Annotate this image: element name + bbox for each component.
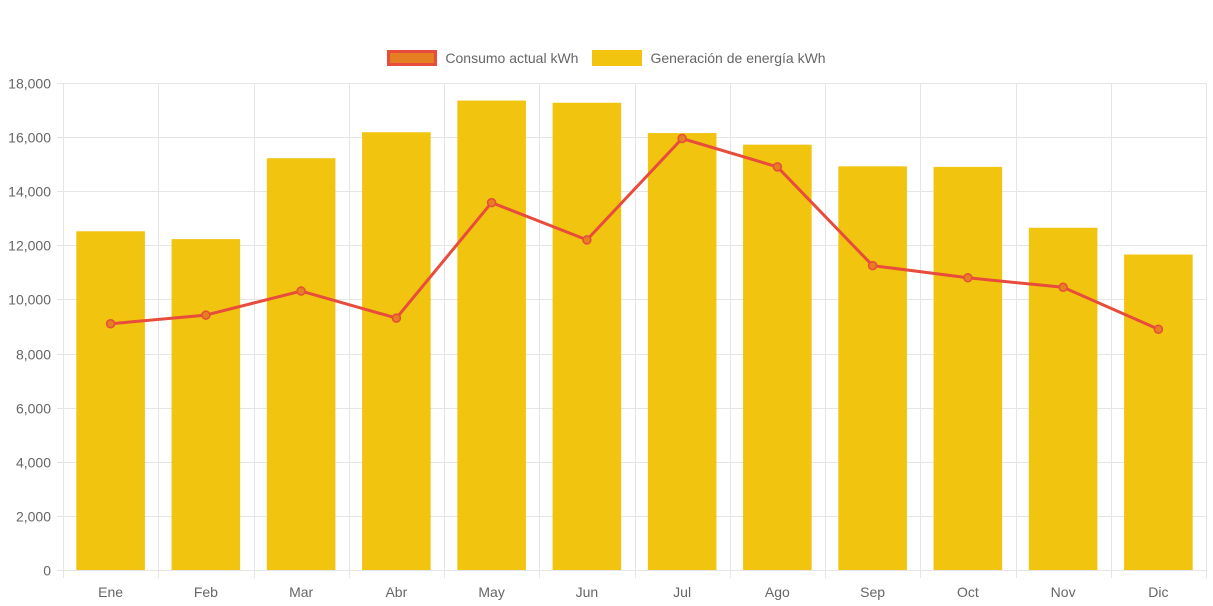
bar-nov	[1028, 227, 1098, 570]
bar-sep	[838, 166, 907, 570]
x-tick-label: Jun	[576, 584, 599, 600]
x-tick-label: Oct	[957, 584, 979, 600]
x-tick-label: Jul	[673, 584, 691, 600]
line-layer	[105, 133, 1164, 334]
consumo-point-oct	[963, 273, 973, 283]
y-tick-label: 16,000	[8, 130, 51, 146]
bar-feb	[171, 239, 241, 571]
bar-jun	[552, 102, 622, 571]
legend-label-generacion: Generación de energía kWh	[650, 50, 826, 66]
y-tick-label: 18,000	[8, 76, 51, 92]
x-tick-label: Abr	[385, 584, 407, 600]
y-tick-label: 4,000	[16, 455, 51, 471]
legend-swatch-generacion	[592, 50, 643, 66]
consumo-point-jun	[582, 235, 592, 245]
bar-oct	[933, 166, 1003, 570]
consumo-point-nov	[1058, 282, 1068, 293]
consumo-point-abr	[391, 313, 402, 323]
x-tick-label: Ago	[765, 584, 790, 600]
legend-swatch-consumo	[387, 50, 438, 66]
y-tick-label: 8,000	[16, 347, 51, 363]
bar-ene	[76, 231, 145, 570]
x-tick-label: Dic	[1148, 584, 1168, 600]
y-tick-label: 6,000	[16, 401, 51, 417]
bar-dic	[1124, 254, 1193, 570]
x-tick-label: May	[478, 584, 504, 600]
consumo-point-sep	[867, 260, 878, 271]
legend-item-consumo[interactable]: Consumo actual kWh	[387, 50, 578, 66]
consumo-line	[110, 137, 1160, 331]
grid-layer	[57, 83, 1207, 578]
consumo-point-ene	[105, 319, 116, 329]
y-tick-label: 12,000	[8, 238, 51, 254]
bar-ago	[743, 144, 812, 571]
x-tick-label: Sep	[860, 584, 885, 600]
legend-item-generacion[interactable]: Generación de energía kWh	[592, 50, 826, 66]
x-tick-label: Ene	[98, 584, 123, 600]
consumo-point-dic	[1153, 324, 1164, 334]
consumo-point-mar	[296, 286, 306, 296]
consumo-point-feb	[201, 310, 211, 320]
y-tick-label: 14,000	[8, 184, 51, 200]
x-tick-label: Mar	[289, 584, 313, 600]
consumo-point-ago	[772, 162, 783, 172]
y-tick-label: 2,000	[16, 509, 51, 525]
bar-layer	[76, 100, 1193, 571]
bar-abr	[362, 132, 431, 571]
chart-legend: Consumo actual kWh Generación de energía…	[0, 50, 1213, 66]
y-tick-label: 10,000	[8, 292, 51, 308]
y-tick-label: 0	[43, 563, 51, 579]
legend-label-consumo: Consumo actual kWh	[445, 50, 579, 66]
x-tick-label: Feb	[194, 584, 218, 600]
bar-mar	[266, 158, 336, 570]
axis-layer: 0 2,000 4,000 6,000 8,000 10,000 12,000 14,000 1…	[8, 76, 1168, 601]
bar-may	[457, 100, 526, 570]
consumo-point-may	[486, 197, 497, 208]
consumo-point-jul	[677, 133, 687, 144]
bar-jul	[647, 133, 717, 570]
x-tick-label: Nov	[1051, 584, 1076, 600]
